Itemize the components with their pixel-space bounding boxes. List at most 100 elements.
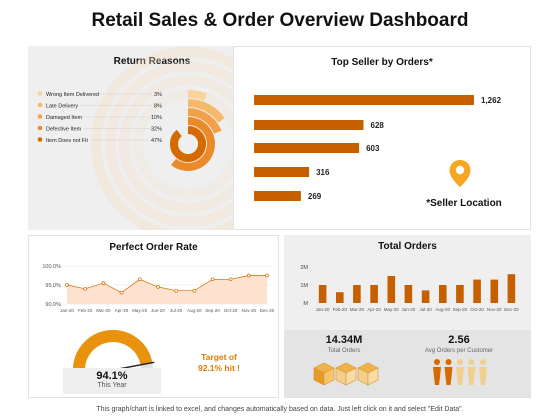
top-seller-chart: 1,262 628 603 316 269 [254, 95, 502, 201]
y-tick-label: 90.0% [45, 302, 61, 308]
order-rate-point [137, 277, 142, 282]
person-body [479, 367, 487, 385]
y-tick-label: 100.0% [42, 264, 61, 270]
person-head [434, 359, 440, 365]
order-rate-line [66, 275, 267, 294]
legend-swatch [37, 137, 43, 142]
x-tick-label: Mar-20 [96, 308, 111, 313]
gauge-value: 94.1% [96, 370, 128, 382]
orders-bar [336, 292, 344, 303]
person-body [467, 367, 476, 385]
footer-note: This graph/chart is linked to excel, and… [96, 406, 464, 413]
legend-swatch [37, 125, 43, 131]
perfect-order-title: Perfect Order Rate [109, 242, 198, 253]
background-ring [91, 47, 276, 230]
gauge-fill [73, 329, 153, 371]
gauge-caption: This Year [97, 382, 127, 389]
x-tick-label: May-20 [132, 308, 148, 313]
order-rate-point [192, 288, 197, 293]
kpi-avg-orders-label: Avg Orders per Customer [424, 348, 494, 354]
x-tick-label: Aug-20 [436, 307, 451, 312]
x-tick-label: Jan-20 [60, 308, 74, 313]
x-tick-label: Nov-20 [487, 307, 502, 312]
seller-bar-label: 269 [308, 192, 322, 201]
legend-swatch [37, 102, 43, 108]
return-reason-arc [170, 126, 206, 162]
x-tick-label: Apr-20 [115, 308, 129, 313]
map-pin-icon [449, 160, 471, 187]
seller-bar [254, 191, 301, 201]
orders-bar [387, 276, 396, 303]
x-tick-label: Aug-20 [187, 308, 202, 313]
background-ring [133, 89, 243, 199]
y-tick-label: M [303, 301, 308, 307]
seller-bar-label: 628 [371, 121, 385, 130]
x-tick-label: Jun-20 [151, 308, 165, 313]
orders-bar [456, 285, 464, 303]
return-reason-arc [171, 117, 215, 171]
x-tick-label: Feb-20 [78, 308, 93, 313]
seller-bar [254, 95, 474, 105]
return-reason-arc [187, 89, 207, 101]
x-tick-label: Jan-20 [316, 307, 330, 312]
legend-swatch [37, 91, 43, 96]
gauge-value-box: 94.1% This Year [63, 368, 161, 394]
person-body [456, 367, 464, 385]
kpi-avg-orders-value: 2.56 [448, 334, 470, 346]
legend-value: 8% [154, 104, 162, 110]
total-orders-title: Total Orders [378, 241, 437, 252]
x-tick-label: Oct-20 [224, 308, 238, 313]
return-reason-arc [187, 108, 222, 134]
legend-label: Late Delivery [46, 104, 78, 110]
target-text: Target of 92.1% hit ! [184, 352, 254, 374]
legend-value: 3% [154, 92, 162, 98]
legend-label: Wrong Item Delivered [46, 92, 99, 98]
orders-bar [473, 279, 481, 303]
order-rate-point [174, 288, 178, 293]
person-body [433, 367, 441, 385]
y-tick-label: 95.0% [45, 283, 61, 289]
page-title: Retail Sales & Order Overview Dashboard [91, 10, 469, 31]
x-tick-label: Dec-20 [260, 308, 275, 313]
x-tick-label: Oct-20 [470, 307, 484, 312]
orders-bar [439, 285, 447, 303]
target-line-1: Target of [201, 352, 237, 362]
legend-swatch [37, 114, 43, 119]
orders-bar [353, 285, 361, 303]
x-tick-label: Sep-20 [453, 307, 468, 312]
legend-label: Damaged Item [46, 115, 82, 121]
y-tick-label: 1M [300, 283, 308, 289]
x-tick-label: Nov-20 [242, 308, 257, 313]
seller-bar [254, 167, 310, 177]
orders-bar [490, 279, 499, 303]
orders-bar [404, 285, 413, 303]
person-head [457, 359, 463, 365]
seller-bar-label: 603 [366, 144, 380, 153]
seller-bar-label: 316 [316, 168, 330, 177]
person-head [480, 359, 486, 365]
legend-value: 10% [151, 115, 162, 121]
legend-label: Defective Item [46, 127, 82, 133]
legend-value: 47% [151, 138, 162, 144]
total-orders-chart: 2M 1M M Jan-20 Feb-20 Mar-20 Apr-20 May-20 Jun-2… [300, 265, 519, 312]
order-rate-point [246, 273, 251, 278]
x-tick-label: Sep-20 [205, 308, 220, 313]
kpi-total-orders-label: Total Orders [327, 348, 361, 354]
x-tick-label: Jul-20 [170, 308, 183, 313]
legend-label: Item Does not Fit [46, 138, 88, 144]
x-tick-label: Jul-20 [419, 307, 432, 312]
top-seller-panel: Top Seller by Orders* 1,262 628 603 316 269 … [233, 46, 531, 230]
people-icon [433, 359, 487, 385]
kpi-total-orders-value: 14.34M [325, 334, 363, 346]
x-tick-label: Jun-20 [402, 307, 416, 312]
seller-bar [254, 143, 360, 153]
target-line-2: 92.1% hit ! [197, 363, 241, 373]
order-rate-point [119, 290, 124, 295]
x-tick-label: Apr-20 [367, 307, 381, 312]
seller-bar [254, 120, 364, 130]
order-rate-point [228, 277, 233, 282]
return-reasons-title: Return Reasons [113, 56, 191, 67]
total-orders-panel: Total Orders 2M 1M M Jan-20 Feb-20 Mar-20 Apr-… [284, 235, 531, 398]
return-reason-arc [187, 99, 225, 123]
order-rate-point [101, 281, 106, 285]
